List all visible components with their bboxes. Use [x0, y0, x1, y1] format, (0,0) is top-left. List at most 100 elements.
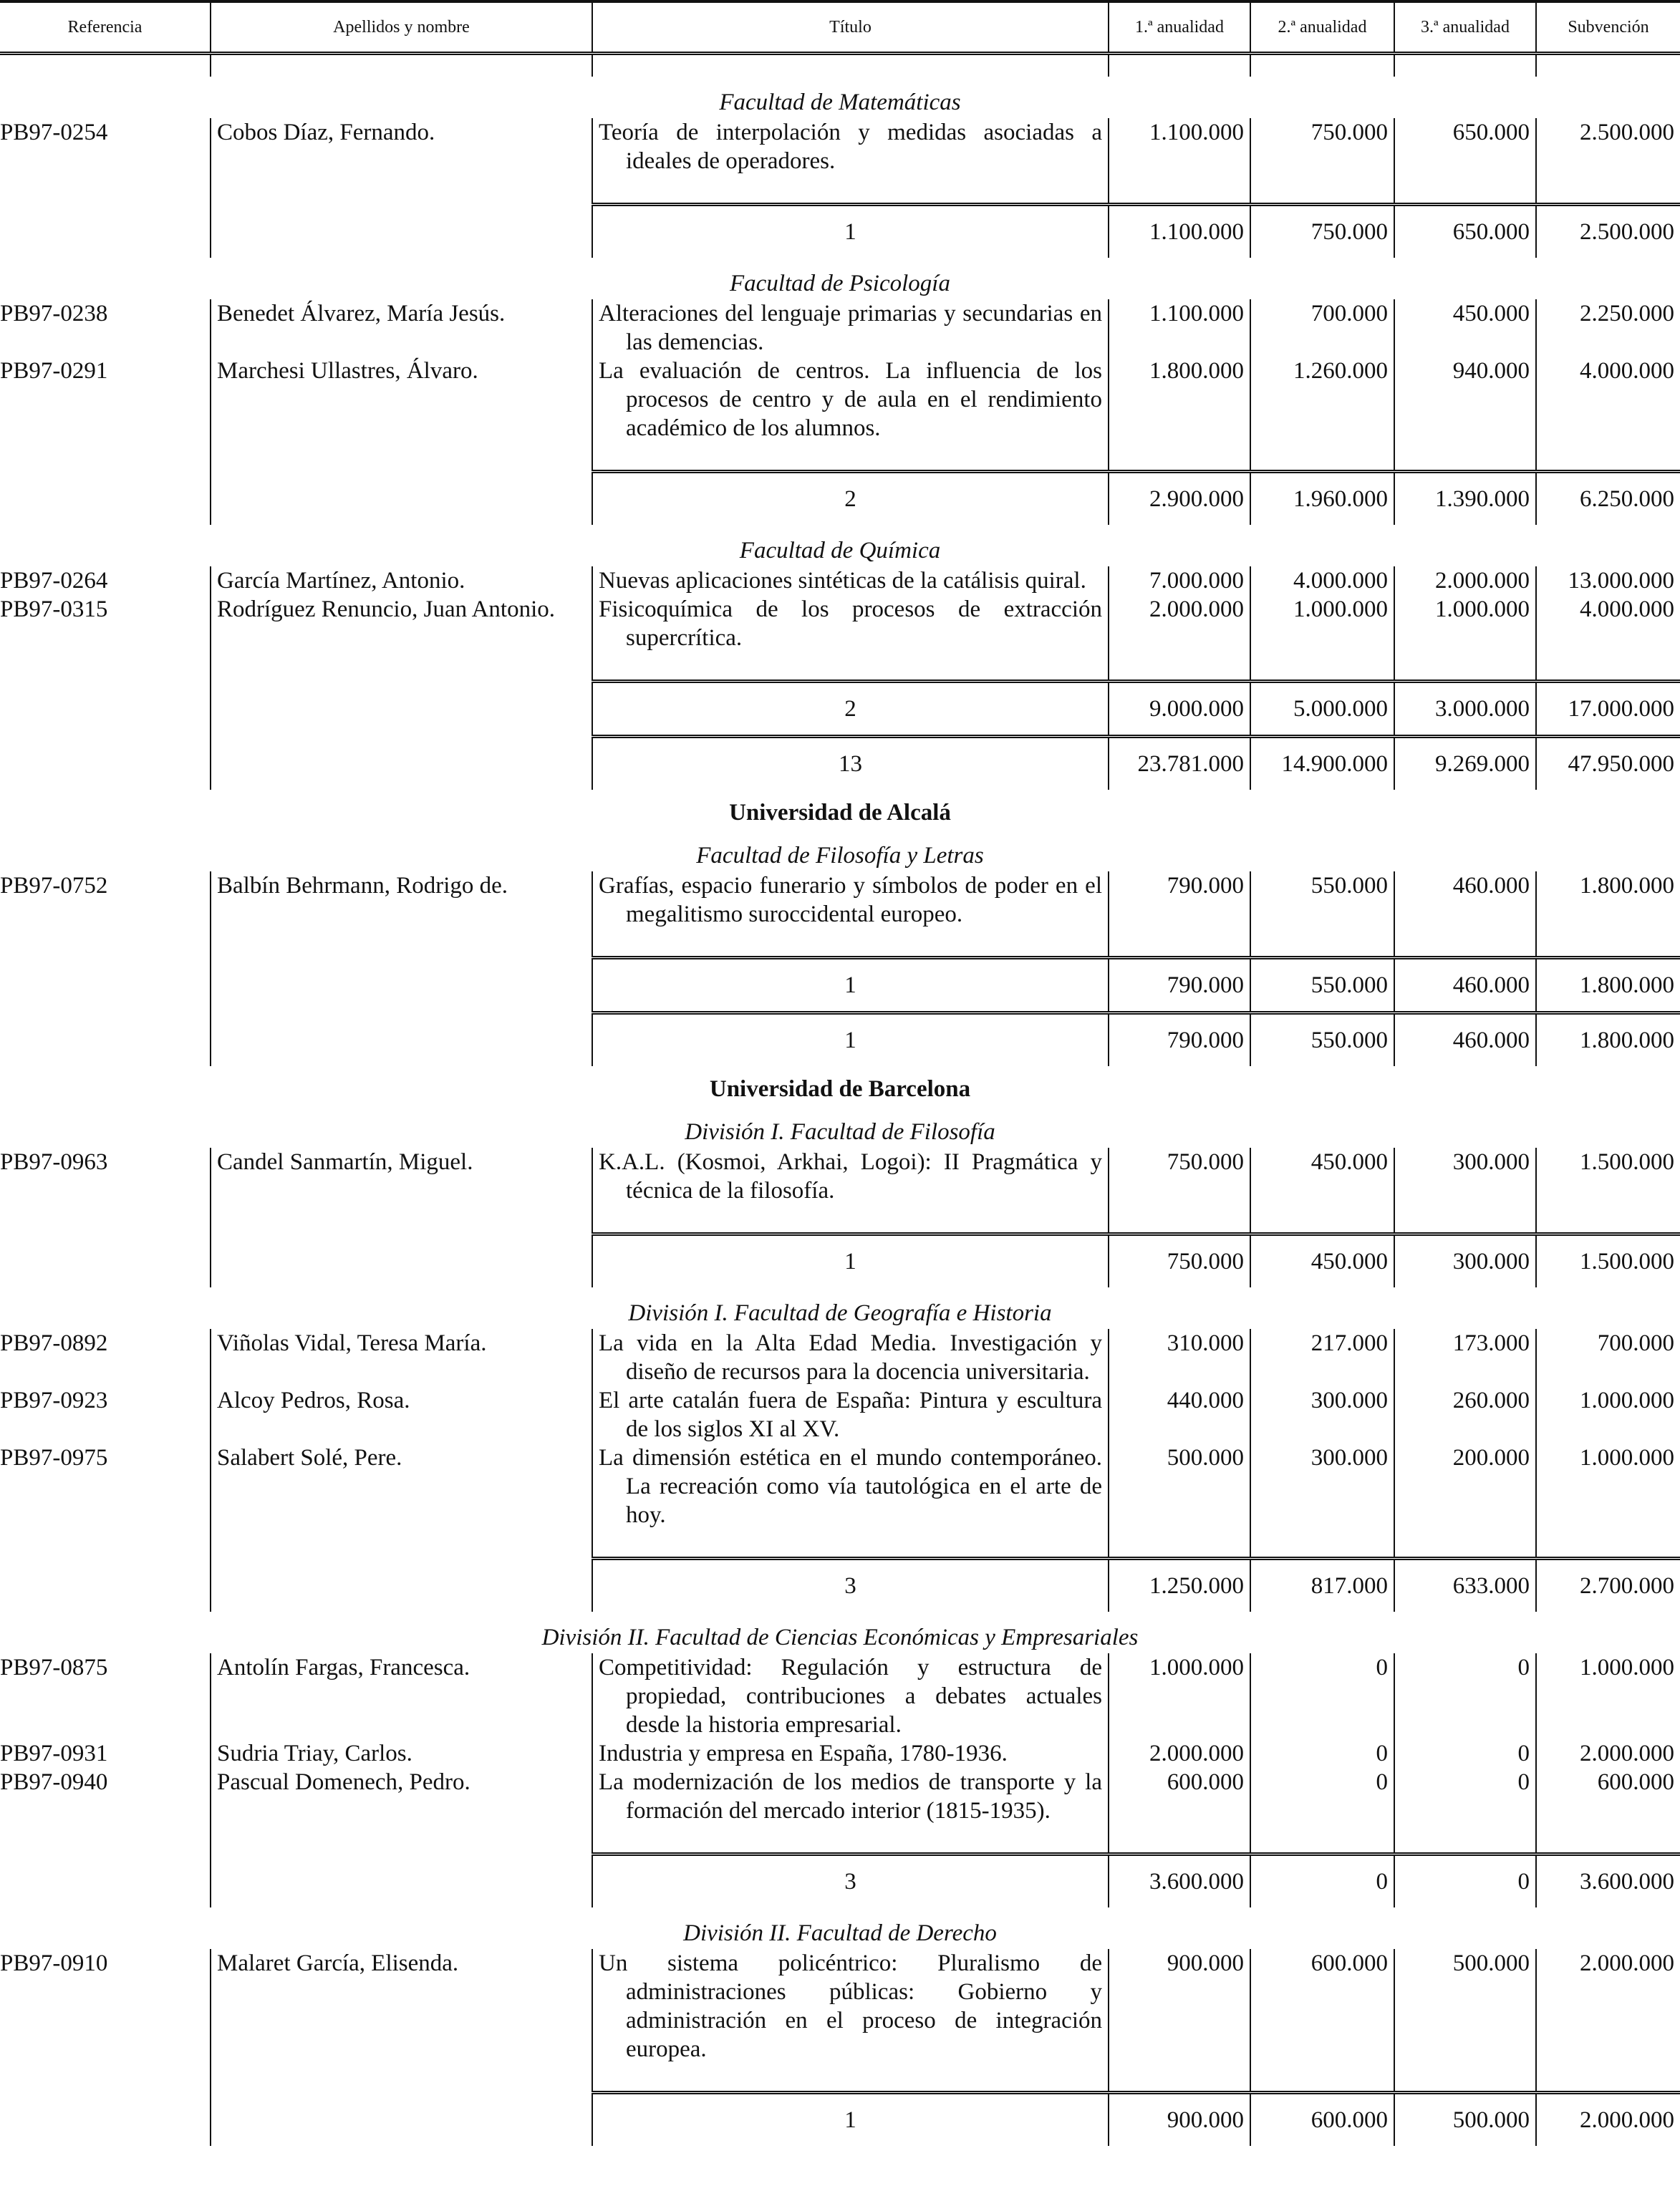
title-cell: La dimensión estética en el mundo contem…: [592, 1443, 1109, 1529]
empty-cell: [210, 471, 592, 525]
empty-cell: [210, 1558, 592, 1612]
subtotal-anualidad-3: 633.000: [1394, 1557, 1536, 1612]
name-cell: Sudria Triay, Carlos.: [210, 1739, 592, 1768]
table-row: PB97-0254 Cobos Díaz, Fernando. Teoría de …: [0, 118, 1680, 175]
reference-cell: PB97-0315: [0, 596, 108, 622]
empty-cell: [0, 682, 211, 737]
title-cell: La vida en la Alta Edad Media. Investiga…: [592, 1329, 1109, 1386]
subtotal-count: 1: [592, 2091, 1109, 2146]
header-referencia: Referencia: [0, 0, 211, 55]
row-gap: [0, 1205, 1680, 1234]
subvencion-cell: 2.000.000: [1535, 1739, 1680, 1768]
empty-cell: [1108, 53, 1250, 77]
empty-cell: [1250, 175, 1394, 205]
university-heading: Universidad de Barcelona: [709, 1076, 971, 1102]
section-heading: División II. Facultad de Ciencias Económ…: [541, 1625, 1139, 1650]
subvencion-cell: 1.500.000: [1535, 1148, 1680, 1205]
name-cell: Candel Sanmartín, Miguel.: [210, 1148, 592, 1205]
header-titulo: Título: [592, 0, 1109, 55]
title-cell: K.A.L. (Kosmoi, Arkhai, Logoi): II Pragm…: [592, 1148, 1109, 1205]
header-spacer: [0, 53, 1680, 77]
reference-cell: PB97-0254: [0, 120, 108, 145]
university-heading: Universidad de Alcalá: [729, 800, 951, 826]
subtotal-count: 3: [592, 1852, 1109, 1907]
subvencion-cell: 700.000: [1535, 1329, 1680, 1386]
subtotal-row: 1 790.000 550.000 460.000 1.800.000: [0, 1011, 1680, 1066]
title-cell-text: Un sistema policéntrico: Pluralismo de a…: [599, 1950, 1102, 2062]
subtotal-anualidad-1: 750.000: [1108, 1232, 1250, 1287]
header-anualidad-2: 2.ª anualidad: [1250, 0, 1394, 55]
anualidad-3-cell: 2.000.000: [1394, 566, 1536, 595]
section-heading: División I. Facultad de Filosofía: [685, 1119, 995, 1145]
empty-cell: [1535, 1529, 1680, 1559]
empty-cell: [0, 205, 211, 258]
empty-cell: [1535, 2064, 1680, 2093]
empty-cell: [0, 1234, 211, 1288]
subtotal-anualidad-1: 790.000: [1108, 1011, 1250, 1066]
empty-cell: [0, 1205, 211, 1234]
empty-cell: [592, 652, 1109, 682]
title-cell-text: Industria y empresa en España, 1780-1936…: [599, 1741, 1008, 1766]
subtotal-subvencion: 1.800.000: [1535, 956, 1680, 1013]
empty-cell: [592, 175, 1109, 205]
empty-cell: [1108, 1529, 1250, 1559]
subtotal-subvencion: 6.250.000: [1535, 470, 1680, 525]
subtotal-subvencion: 1.800.000: [1535, 1011, 1680, 1066]
section-heading-row: División II. Facultad de Ciencias Económ…: [0, 1612, 1680, 1653]
row-gap: [0, 1825, 1680, 1854]
section-heading: Facultad de Química: [739, 538, 941, 564]
empty-cell: [0, 2064, 211, 2093]
reference-cell: PB97-0875: [0, 1655, 108, 1680]
empty-cell: [1535, 1205, 1680, 1234]
anualidad-3-cell: 260.000: [1394, 1386, 1536, 1443]
empty-cell: [1108, 1205, 1250, 1234]
reference-cell: PB97-0238: [0, 301, 108, 327]
reference-cell: PB97-0975: [0, 1445, 108, 1471]
subtotal-anualidad-3: 1.390.000: [1394, 470, 1536, 525]
table-row: PB97-0264 García Martínez, Antonio. Nuevas…: [0, 566, 1680, 595]
name-cell: Viñolas Vidal, Teresa María.: [210, 1329, 592, 1386]
anualidad-1-cell: 2.000.000: [1108, 1739, 1250, 1768]
table-row: PB97-0752 Balbín Behrmann, Rodrigo de. Gra…: [0, 871, 1680, 929]
title-cell: La evaluación de centros. La influencia …: [592, 357, 1109, 442]
empty-cell: [210, 204, 592, 258]
empty-cell: [1394, 2064, 1536, 2093]
section-heading-row: Facultad de Matemáticas: [0, 77, 1680, 118]
subtotal-anualidad-2: 5.000.000: [1250, 680, 1394, 737]
subtotal-row: 2 2.900.000 1.960.000 1.390.000 6.250.000: [0, 470, 1680, 525]
anualidad-2-cell: 0: [1250, 1739, 1394, 1768]
empty-cell: [1535, 1825, 1680, 1854]
subtotal-count: 1: [592, 203, 1109, 258]
university-heading-row: Universidad de Barcelona: [0, 1066, 1680, 1106]
subtotal-row: 13 23.781.000 14.900.000 9.269.000 47.950.00…: [0, 735, 1680, 790]
anualidad-3-cell: 200.000: [1394, 1443, 1536, 1529]
anualidad-1-cell: 1.100.000: [1108, 299, 1250, 357]
subvencion-cell: 1.000.000: [1535, 1443, 1680, 1529]
empty-cell: [592, 53, 1109, 77]
empty-cell: [1394, 1825, 1536, 1854]
subvencion-cell: 1.000.000: [1535, 1386, 1680, 1443]
title-cell: Competitividad: Regulación y estructura …: [592, 1653, 1109, 1739]
empty-cell: [1108, 1825, 1250, 1854]
anualidad-2-cell: 4.000.000: [1250, 566, 1394, 595]
title-cell-text: Grafías, espacio funerario y símbolos de…: [599, 873, 1102, 927]
section-heading: División II. Facultad de Derecho: [683, 1920, 997, 1946]
subtotal-subvencion: 2.000.000: [1535, 2091, 1680, 2146]
table-row: PB97-0892 Viñolas Vidal, Teresa María. La …: [0, 1329, 1680, 1386]
subtotal-anualidad-2: 550.000: [1250, 956, 1394, 1013]
empty-cell: [1394, 652, 1536, 682]
header-row: Referencia Apellidos y nombre Título 1.ª…: [0, 0, 1680, 55]
empty-cell: [1108, 2064, 1250, 2093]
empty-cell: [1108, 929, 1250, 958]
subtotal-anualidad-3: 500.000: [1394, 2091, 1536, 2146]
section-heading: División I. Facultad de Geografía e Hist…: [628, 1300, 1052, 1326]
empty-cell: [210, 175, 592, 205]
anualidad-1-cell: 440.000: [1108, 1386, 1250, 1443]
subvencion-cell: 2.500.000: [1535, 118, 1680, 175]
table-body: Facultad de Matemáticas PB97-0254 Cobos Dí…: [0, 53, 1680, 2146]
subtotal-anualidad-3: 650.000: [1394, 203, 1536, 258]
row-gap: [0, 2064, 1680, 2093]
section-heading-row: División I. Facultad de Filosofía: [0, 1106, 1680, 1148]
name-cell: Balbín Behrmann, Rodrigo de.: [210, 871, 592, 929]
anualidad-1-cell: 7.000.000: [1108, 566, 1250, 595]
